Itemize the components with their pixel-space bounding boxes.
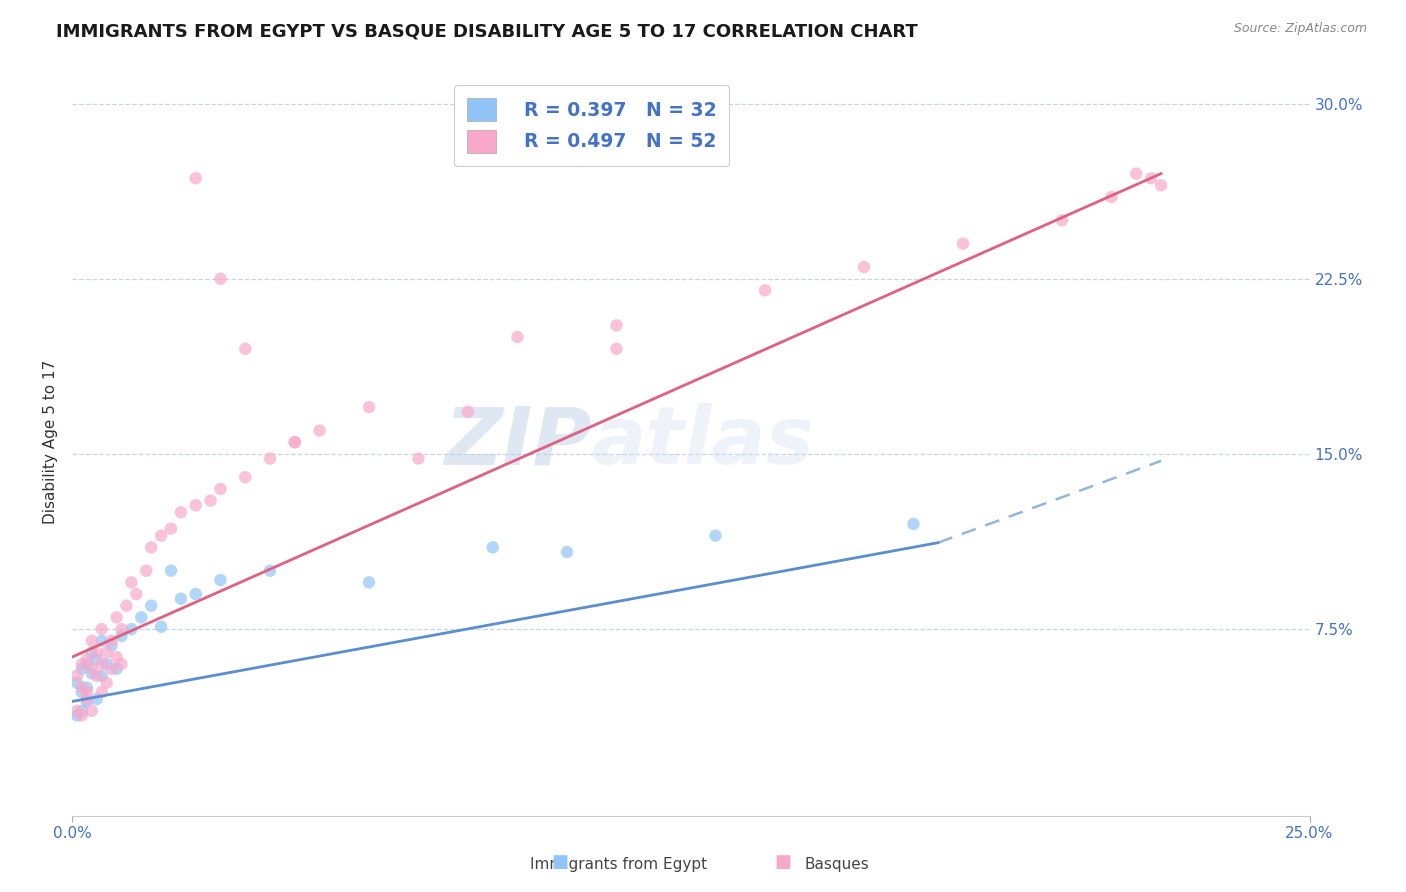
Point: [80, 666, 103, 681]
Point: [160, 522, 183, 536]
Point: [131, 610, 153, 624]
Point: [90, 633, 112, 648]
Point: [952, 236, 974, 251]
Point: [1150, 178, 1173, 193]
Point: [184, 498, 207, 512]
Point: [1101, 190, 1123, 204]
Text: IMMIGRANTS FROM EGYPT VS BASQUE DISABILITY AGE 5 TO 17 CORRELATION CHART: IMMIGRANTS FROM EGYPT VS BASQUE DISABILI…: [56, 22, 918, 40]
Point: [141, 599, 163, 613]
Text: Source: ZipAtlas.com: Source: ZipAtlas.com: [1233, 22, 1367, 36]
Point: [150, 620, 173, 634]
Point: [170, 505, 193, 519]
Point: [284, 435, 307, 450]
Point: [233, 470, 256, 484]
Point: [357, 400, 380, 414]
Point: [76, 681, 98, 695]
Point: [754, 284, 776, 298]
Point: [80, 662, 103, 676]
Point: [704, 528, 727, 542]
Y-axis label: Disability Age 5 to 17: Disability Age 5 to 17: [44, 360, 58, 524]
Point: [184, 587, 207, 601]
Point: [160, 564, 183, 578]
Point: [96, 645, 118, 659]
Point: [259, 451, 281, 466]
Point: [70, 662, 93, 676]
Point: [80, 633, 103, 648]
Text: atlas: atlas: [592, 403, 814, 481]
Point: [100, 633, 122, 648]
Point: [76, 657, 98, 671]
Point: [66, 704, 89, 718]
Point: [120, 622, 142, 636]
Point: [555, 545, 578, 559]
Point: [903, 516, 925, 531]
Point: [170, 591, 193, 606]
Legend:   R = 0.397   N = 32,   R = 0.497   N = 52: R = 0.397 N = 32, R = 0.497 N = 52: [454, 86, 730, 166]
Point: [76, 652, 98, 666]
Point: [357, 575, 380, 590]
Point: [90, 657, 112, 671]
Point: [96, 657, 118, 671]
Point: [70, 685, 93, 699]
Point: [259, 564, 281, 578]
Point: [66, 708, 89, 723]
Point: [70, 704, 93, 718]
Point: [86, 669, 108, 683]
Point: [105, 662, 128, 676]
Point: [284, 435, 307, 450]
Text: ZIP: ZIP: [444, 403, 592, 481]
Point: [209, 482, 232, 496]
Text: Basques: Basques: [804, 857, 869, 872]
Text: Immigrants from Egypt: Immigrants from Egypt: [530, 857, 707, 872]
Point: [1125, 167, 1147, 181]
Point: [110, 657, 132, 671]
Point: [86, 692, 108, 706]
Point: [115, 599, 138, 613]
Point: [110, 629, 132, 643]
Text: ■: ■: [551, 853, 568, 871]
Point: [408, 451, 430, 466]
Point: [80, 645, 103, 659]
Point: [184, 171, 207, 186]
Point: [1050, 213, 1073, 227]
Point: [90, 622, 112, 636]
Point: [80, 704, 103, 718]
Point: [66, 675, 89, 690]
Point: [86, 652, 108, 666]
Point: [209, 271, 232, 285]
Point: [100, 639, 122, 653]
Point: [76, 685, 98, 699]
Point: [141, 541, 163, 555]
Point: [105, 610, 128, 624]
Point: [200, 493, 222, 508]
Point: [90, 685, 112, 699]
Point: [66, 669, 89, 683]
Point: [481, 541, 503, 555]
Point: [457, 405, 479, 419]
Point: [105, 650, 128, 665]
Point: [125, 587, 148, 601]
Point: [110, 622, 132, 636]
Point: [135, 564, 157, 578]
Point: [209, 573, 232, 587]
Point: [70, 708, 93, 723]
Point: [605, 318, 627, 333]
Text: ■: ■: [775, 853, 792, 871]
Point: [506, 330, 529, 344]
Point: [76, 692, 98, 706]
Point: [605, 342, 627, 356]
Point: [308, 424, 330, 438]
Point: [86, 645, 108, 659]
Point: [70, 681, 93, 695]
Point: [120, 575, 142, 590]
Point: [76, 694, 98, 708]
Point: [100, 662, 122, 676]
Point: [150, 528, 173, 542]
Point: [70, 657, 93, 671]
Point: [1140, 171, 1163, 186]
Point: [96, 675, 118, 690]
Point: [90, 669, 112, 683]
Point: [233, 342, 256, 356]
Point: [853, 260, 876, 274]
